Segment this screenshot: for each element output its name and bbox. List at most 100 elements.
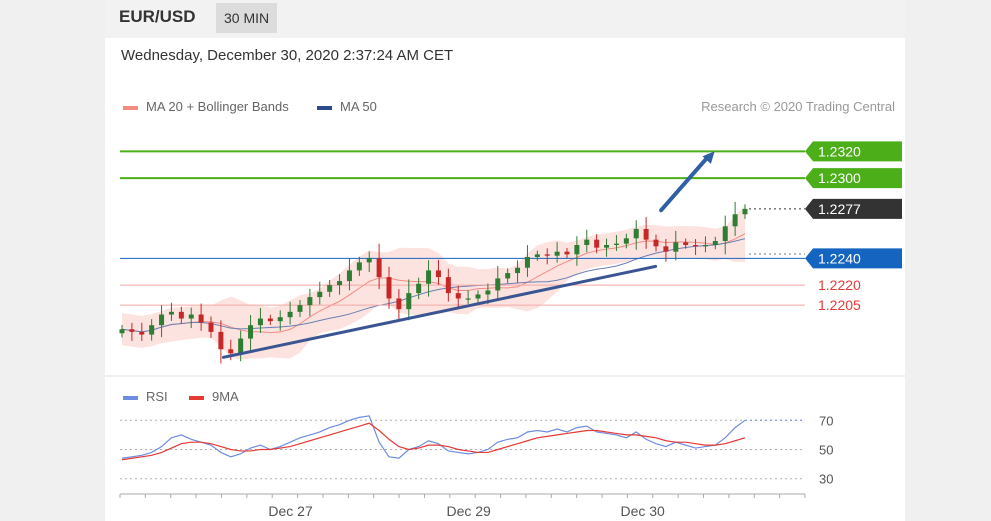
candle-body bbox=[534, 254, 540, 258]
candle-body bbox=[287, 311, 293, 318]
candle-body bbox=[702, 245, 708, 247]
candle-body bbox=[554, 251, 560, 256]
candle-body bbox=[327, 285, 333, 292]
forecast-arrow-shaft bbox=[659, 156, 709, 213]
candle-body bbox=[198, 314, 204, 323]
candle-body bbox=[613, 243, 619, 245]
legend-swatch-rsi bbox=[123, 395, 138, 400]
legend-swatch-9ma bbox=[189, 395, 204, 400]
legend-label-9ma: 9MA bbox=[212, 389, 239, 404]
candle-body bbox=[604, 245, 610, 248]
legend-label-ma20: MA 20 + Bollinger Bands bbox=[146, 99, 289, 114]
candle-body bbox=[544, 254, 550, 256]
candle-body bbox=[683, 242, 689, 245]
candle-body bbox=[366, 258, 372, 263]
level-tag-1-2320: 1.2320 bbox=[805, 141, 902, 162]
candles bbox=[119, 201, 748, 364]
candle-body bbox=[455, 293, 461, 299]
candle-body bbox=[267, 318, 273, 322]
level-label-1-2300: 1.2300 bbox=[818, 170, 861, 186]
research-credit: Research © 2020 Trading Central bbox=[701, 99, 895, 114]
candle-body bbox=[524, 257, 530, 268]
candle-body bbox=[426, 270, 432, 284]
candle-body bbox=[257, 318, 263, 326]
candle-body bbox=[633, 228, 639, 239]
candle-body bbox=[208, 322, 214, 332]
candle-body bbox=[742, 208, 748, 215]
candle-body bbox=[416, 283, 422, 294]
level-label-1-2240: 1.2240 bbox=[818, 250, 861, 266]
level-label-1-2220: 1.2220 bbox=[818, 277, 861, 293]
rsi-9ma-line bbox=[121, 422, 746, 461]
candle-body bbox=[178, 311, 184, 319]
candle-body bbox=[129, 329, 135, 332]
candle-body bbox=[307, 297, 313, 306]
candle-body bbox=[386, 277, 392, 299]
rsi-tick-50: 50 bbox=[819, 443, 833, 458]
ma20-line bbox=[121, 233, 746, 334]
candle-body bbox=[643, 228, 649, 240]
legend-rsi: RSI bbox=[123, 389, 168, 404]
level-tag-bg-1-2320 bbox=[805, 141, 902, 162]
rsi-tick-30: 30 bbox=[819, 472, 833, 487]
level-tag-bg-1-2240 bbox=[805, 248, 902, 269]
candle-body bbox=[396, 298, 402, 310]
candle-body bbox=[317, 291, 323, 298]
candle-body bbox=[712, 240, 718, 245]
candle-body bbox=[159, 314, 165, 326]
forecast-arrow-head bbox=[702, 151, 715, 164]
candle-body bbox=[485, 290, 491, 295]
candle-body bbox=[356, 262, 362, 271]
ma50-line bbox=[121, 238, 746, 333]
candle-body bbox=[149, 325, 155, 335]
legend-label-ma50: MA 50 bbox=[340, 99, 377, 114]
candle-body bbox=[505, 273, 511, 279]
legend-ma50: MA 50 bbox=[317, 99, 377, 114]
candle-body bbox=[584, 239, 590, 245]
candle-body bbox=[515, 267, 521, 274]
legend-ma20: MA 20 + Bollinger Bands bbox=[123, 99, 289, 114]
level-tag-1-2240: 1.2240 bbox=[805, 248, 902, 269]
candle-body bbox=[139, 331, 145, 335]
candle-body bbox=[168, 311, 174, 315]
candle-body bbox=[722, 226, 728, 241]
timestamp: Wednesday, December 30, 2020 2:37:24 AM … bbox=[121, 47, 454, 64]
candle-body bbox=[248, 325, 254, 339]
timeframe-badge[interactable]: 30 MIN bbox=[216, 3, 278, 33]
level-label-1-2205: 1.2205 bbox=[818, 297, 861, 313]
level-tag-bg-1-2277 bbox=[805, 198, 902, 219]
candle-body bbox=[119, 329, 125, 334]
candle-body bbox=[346, 270, 352, 282]
candle-body bbox=[297, 305, 303, 312]
candle-body bbox=[465, 298, 471, 300]
candle-body bbox=[693, 245, 699, 247]
candle-body bbox=[732, 214, 738, 227]
instrument-title: EUR/USD bbox=[119, 7, 196, 26]
level-tag-1-2300: 1.2300 bbox=[805, 168, 902, 189]
x-tick-dec-27: Dec 27 bbox=[268, 503, 313, 519]
chart-header: EUR/USD 30 MIN bbox=[105, 0, 905, 38]
level-label-1-2277: 1.2277 bbox=[818, 201, 861, 217]
candle-body bbox=[435, 270, 441, 278]
candle-body bbox=[188, 314, 194, 319]
x-tick-dec-30: Dec 30 bbox=[620, 503, 665, 519]
legend-swatch-ma50 bbox=[317, 105, 332, 110]
legend-9ma: 9MA bbox=[189, 389, 239, 404]
chart-panel: EUR/USD 30 MIN Wednesday, December 30, 2… bbox=[105, 0, 905, 521]
x-tick-dec-29: Dec 29 bbox=[446, 503, 491, 519]
candle-body bbox=[564, 251, 570, 255]
candle-body bbox=[673, 242, 679, 252]
candle-body bbox=[228, 349, 234, 354]
candle-body bbox=[653, 239, 659, 247]
candle-body bbox=[475, 294, 481, 299]
candle-body bbox=[445, 277, 451, 294]
candle-body bbox=[406, 293, 412, 310]
candle-body bbox=[574, 245, 580, 255]
candle-body bbox=[337, 281, 343, 286]
trendline bbox=[221, 264, 658, 359]
candle-body bbox=[218, 331, 224, 350]
candle-body bbox=[623, 238, 629, 244]
candle-body bbox=[663, 246, 669, 252]
rsi-tick-70: 70 bbox=[819, 413, 833, 428]
candle-body bbox=[376, 258, 382, 278]
